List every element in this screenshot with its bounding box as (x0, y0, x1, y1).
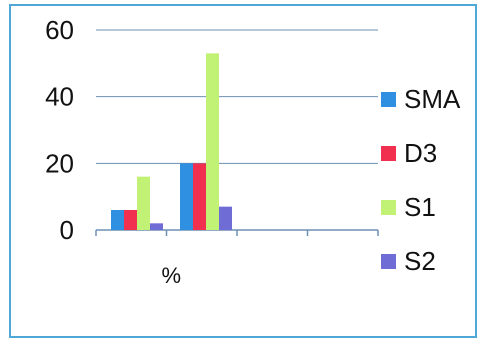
bar-s1-0 (137, 176, 150, 230)
bar-s1-1 (206, 53, 219, 231)
y-tick-label: 60 (45, 15, 74, 45)
bar-sma-1 (180, 163, 193, 230)
legend-label-sma: SMA (404, 84, 461, 114)
legend-label-s1: S1 (404, 192, 436, 222)
legend-swatch-s2 (381, 254, 396, 269)
bar-d3-1 (193, 163, 206, 230)
x-category-label: % (161, 263, 181, 288)
bar-s2-0 (150, 223, 163, 230)
legend-label-s2: S2 (404, 246, 436, 276)
bar-s2-1 (219, 206, 232, 230)
legend-swatch-d3 (381, 146, 396, 161)
bar-sma-0 (111, 210, 124, 230)
bar-d3-0 (124, 210, 137, 230)
y-tick-label: 20 (45, 148, 74, 178)
y-tick-label: 0 (60, 215, 74, 245)
legend-label-d3: D3 (404, 138, 437, 168)
chart-frame (9, 4, 477, 338)
legend-swatch-sma (381, 92, 396, 107)
legend-swatch-s1 (381, 200, 396, 215)
y-tick-label: 40 (45, 82, 74, 112)
